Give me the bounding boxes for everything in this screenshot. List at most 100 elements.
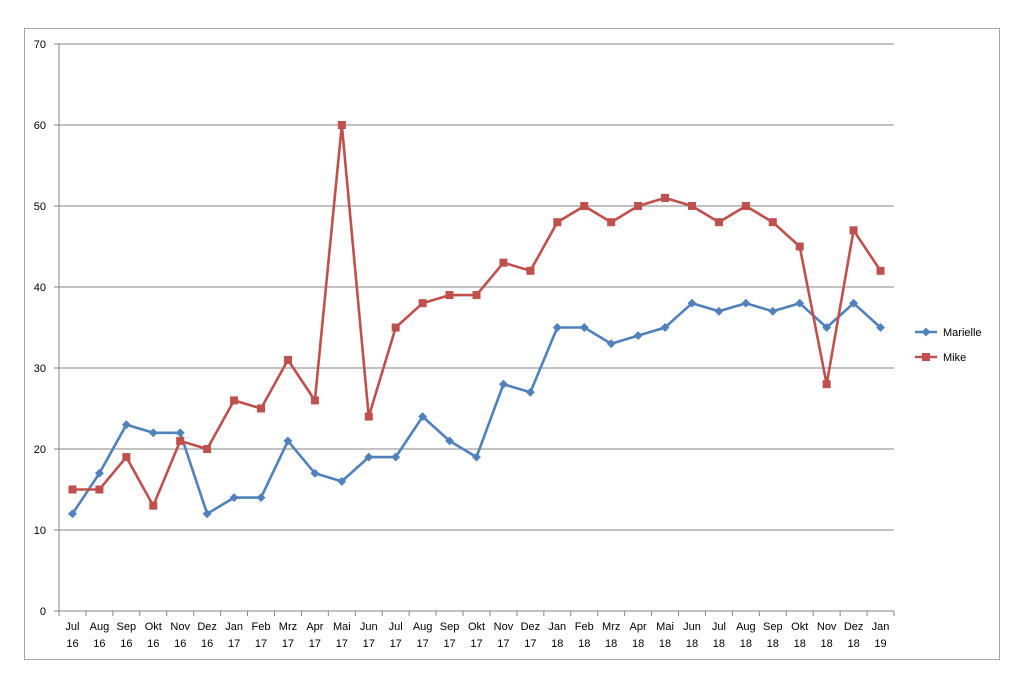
x-tick-label-year: 16 [93,638,105,650]
x-tick-label-month: Mrz [602,621,620,633]
data-point-marielle [256,493,266,503]
series-mike [68,121,885,510]
x-tick-label-year: 17 [282,638,294,650]
data-point-mike [553,218,562,227]
x-tick-label-year: 17 [228,638,240,650]
data-point-marielle [391,452,401,462]
data-point-mike [257,404,266,413]
data-point-marielle [714,306,724,316]
y-tick-label: 30 [34,363,46,375]
x-tick-label-month: Dez [844,621,864,633]
data-point-marielle [445,436,455,446]
series-line-marielle [71,301,882,516]
data-point-mike [526,266,535,275]
data-point-mike [95,485,104,494]
legend-marker [922,353,930,361]
x-tick-label-year: 18 [740,638,752,650]
x-tick-label-month: Jan [548,621,566,633]
data-point-marielle [67,509,78,519]
data-point-marielle [202,509,212,519]
data-point-mike [122,453,131,462]
data-point-mike [661,193,670,202]
x-tick-label-month: Mai [333,621,351,633]
data-point-marielle [849,298,859,308]
x-tick-label-year: 18 [686,638,698,650]
y-tick-label: 40 [34,282,46,294]
data-point-mike [580,202,589,210]
data-point-mike [203,445,212,453]
x-tick-label-month: Sep [763,621,783,633]
x-tick-label-year: 18 [659,638,671,650]
y-tick-label: 20 [34,444,46,456]
x-tick-label-month: Apr [306,621,323,633]
data-point-marielle [525,387,535,397]
data-point-marielle [418,412,428,422]
x-tick-label-month: Jan [872,621,890,633]
data-point-marielle [552,322,562,333]
x-tick-label-month: Nov [170,621,190,633]
x-tick-label-year: 19 [874,638,886,650]
x-tick-label-year: 17 [390,638,402,650]
legend-marker [921,327,931,337]
data-point-marielle [660,322,670,333]
data-point-marielle [498,379,508,389]
x-tick-label-month: Aug [736,621,756,633]
data-point-marielle [579,322,589,333]
x-tick-label-month: Feb [252,621,271,633]
data-point-mike [391,323,400,332]
x-tick-label-month: Jul [65,621,79,633]
x-tick-label-month: Okt [791,621,808,633]
y-tick-label: 0 [40,606,46,618]
x-tick-label-year: 17 [336,638,348,650]
x-tick-label-year: 18 [767,638,779,650]
data-point-mike [822,380,831,389]
data-point-mike [499,258,508,267]
x-tick-label-year: 18 [578,638,590,650]
x-tick-label-month: Dez [197,621,217,633]
legend-label: Marielle [943,327,982,339]
data-point-mike [795,242,804,251]
data-point-mike [741,202,750,210]
data-point-mike [472,291,481,300]
x-tick-label-year: 18 [605,638,617,650]
data-point-marielle [283,436,293,446]
x-tick-label-year: 17 [417,638,429,650]
data-point-marielle [229,493,239,503]
x-tick-label-year: 18 [632,638,644,650]
legend-item-mike: Mike [915,352,966,364]
data-point-marielle [822,322,832,333]
x-tick-label-month: Okt [145,621,162,633]
data-point-marielle [121,420,131,430]
y-tick-label: 60 [34,120,46,132]
data-point-mike [68,485,77,494]
data-point-marielle [337,476,347,486]
x-tick-label-month: Aug [90,621,110,633]
data-point-marielle [768,306,778,316]
x-tick-label-month: Nov [494,621,514,633]
data-point-marielle [795,298,805,308]
series-marielle [67,298,886,519]
data-point-marielle [633,331,643,341]
x-tick-label-month: Sep [440,621,460,633]
x-tick-label-month: Jul [389,621,403,633]
x-tick-label-year: 16 [66,638,78,650]
x-tick-label-month: Jan [225,621,243,633]
x-tick-label-month: Feb [575,621,594,633]
y-tick-label: 70 [34,39,46,51]
chart-area: 0 10 20 30 40 50 60 70 Jul 16 Aug 16 Sep 16 Okt 16 Nov 1… [24,28,1000,660]
x-tick-label-month: Apr [630,621,647,633]
x-tick-label-year: 18 [551,638,563,650]
series-group [67,121,886,519]
x-tick-label-year: 16 [120,638,132,650]
data-point-marielle [687,298,697,308]
data-point-mike [607,218,616,227]
x-tick-label-year: 16 [147,638,159,650]
data-point-marielle [875,322,886,333]
data-point-marielle [471,452,482,462]
x-tick-label-year: 17 [363,638,375,650]
data-point-mike [230,396,239,405]
x-tick-label-year: 17 [497,638,509,650]
line-chart: 0 10 20 30 40 50 60 70 Jul 16 Aug 16 Sep 16 Okt 16 Nov 1… [34,39,982,650]
data-point-mike [149,501,158,510]
data-point-mike [364,412,373,421]
